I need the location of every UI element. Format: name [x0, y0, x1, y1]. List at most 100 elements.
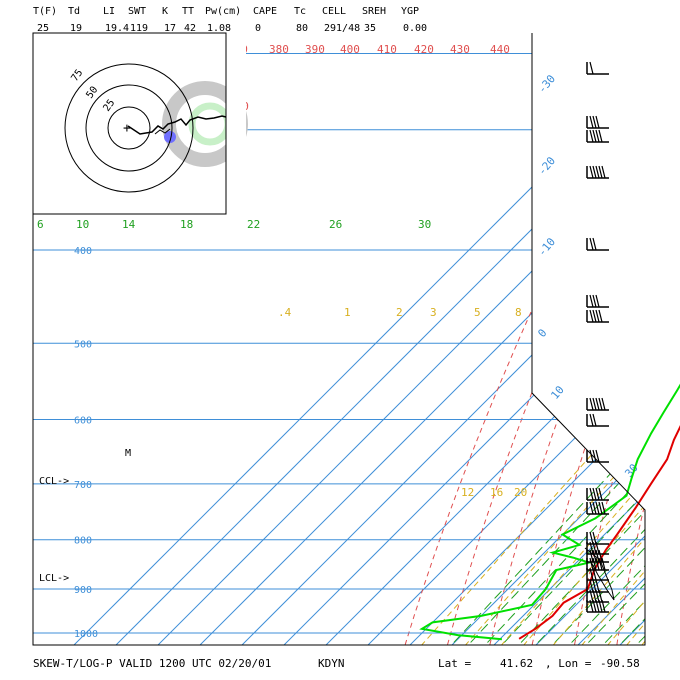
- moist-adiabat-label: 30: [418, 218, 431, 231]
- isotherm-line: [359, 33, 645, 645]
- footer-lon-value: -90.58: [600, 657, 640, 670]
- header-value: 25: [37, 23, 49, 34]
- footer-lat-value: 41.62: [500, 657, 533, 670]
- mixing-ratio-lines: [413, 249, 645, 645]
- header-value: 42: [184, 23, 196, 34]
- mixing-ratio-line: [619, 249, 645, 645]
- mixing-ratio-label: 8: [515, 306, 522, 319]
- hodograph-ring: [64, 63, 194, 193]
- moist-adiabat-label: 26: [329, 218, 342, 231]
- moist-adiabat-line: [560, 33, 645, 645]
- mid-level-marker: M: [125, 448, 131, 459]
- isotherm-line: [401, 33, 645, 645]
- header-label: Tc: [294, 6, 306, 17]
- header-value: 0.00: [403, 23, 427, 34]
- pressure-tick-label: 800: [74, 536, 92, 547]
- isotherm-line: [485, 33, 645, 645]
- plot-border: [32, 33, 646, 646]
- header-label: SREH: [362, 6, 386, 17]
- moist-adiabat-label: 18: [180, 218, 193, 231]
- hodograph-storm-motion: [164, 131, 176, 143]
- wind-barb: [586, 115, 609, 129]
- theta-label: 420: [414, 43, 434, 56]
- footer-lon-label: , Lon =: [545, 657, 592, 670]
- wind-barb: [586, 413, 609, 427]
- dry-adiabat-line: [658, 0, 680, 653]
- moist-adiabat-label: 6: [37, 218, 44, 231]
- moist-adiabat-line: [628, 33, 645, 645]
- wind-barb: [586, 487, 609, 501]
- mixing-ratio-label: 5: [474, 306, 481, 319]
- mixing-ratio-label: 1: [344, 306, 351, 319]
- lcl-label: LCL->: [39, 573, 69, 584]
- wind-barb: [586, 599, 609, 613]
- moist-adiabat-line: [662, 0, 680, 653]
- header-label: YGP: [401, 6, 419, 17]
- isotherm-line: [443, 33, 645, 645]
- mixing-ratio-line: [516, 249, 645, 645]
- isotherm-line: [191, 33, 645, 645]
- header-value: 17: [164, 23, 176, 34]
- moist-adiabat-lines: [443, 0, 680, 653]
- wind-barb: [586, 237, 609, 251]
- pressure-tick-label: 900: [74, 585, 92, 596]
- pressure-tick-label: 500: [74, 339, 92, 350]
- isotherm-line: [233, 33, 645, 645]
- isotherm-line: [569, 33, 645, 645]
- moist-adiabat-line: [527, 33, 645, 645]
- mixing-ratio-line: [413, 249, 645, 645]
- header-label: K: [162, 6, 168, 17]
- header-label: CELL: [322, 6, 346, 17]
- header-label: T(F): [33, 6, 57, 17]
- header-label: Td: [68, 6, 80, 17]
- moist-adiabat-label: 14: [122, 218, 136, 231]
- moist-adiabat-label: 10: [76, 218, 89, 231]
- mixing-ratio-label: .4: [278, 306, 292, 319]
- temperature-profile: [518, 425, 680, 640]
- footer-lat-label: Lat =: [438, 657, 471, 670]
- header-value: 80: [296, 23, 308, 34]
- ccl-label: CCL->: [39, 476, 69, 487]
- footer-title: SKEW-T/LOG-P VALID 1200 UTC 02/20/01: [33, 657, 271, 670]
- sounding-profiles: [419, 383, 680, 641]
- wind-barb: [586, 129, 609, 143]
- header-label: CAPE: [253, 6, 277, 17]
- mixing-ratio-label: 12: [461, 486, 474, 499]
- header-value: 0: [255, 23, 261, 34]
- pressure-tick-label: 1000: [74, 629, 98, 640]
- dry-adiabat-line: [615, 33, 645, 645]
- theta-label: 440: [490, 43, 510, 56]
- mixing-ratio-label: 20: [514, 486, 527, 499]
- wind-barb: [586, 309, 609, 323]
- pressure-tick-label: 700: [74, 480, 92, 491]
- dry-adiabat-line: [529, 33, 645, 645]
- wind-barb: [586, 165, 609, 179]
- hodograph-center: +: [123, 121, 131, 136]
- isotherm-tick-label: 10: [548, 383, 566, 402]
- hodograph-ring: [107, 106, 151, 150]
- dry-adiabat-line: [572, 33, 645, 645]
- dewpoint-profile: [419, 383, 680, 641]
- isotherm-line: [654, 0, 680, 653]
- header-value: 19.4: [105, 23, 129, 34]
- wind-barb-cluster: [584, 547, 615, 601]
- moist-adiabat-line: [460, 33, 645, 645]
- moist-adiabat-label: 22: [247, 218, 260, 231]
- isotherm-line: [275, 33, 645, 645]
- mixing-ratio-line: [545, 249, 645, 645]
- isotherm-line: [611, 33, 645, 645]
- isotherm-tick-label: -10: [535, 235, 558, 259]
- header-label: Pw(cm): [205, 6, 241, 17]
- pressure-tick-label: 400: [74, 246, 92, 257]
- theta-label: 430: [450, 43, 470, 56]
- theta-label: 400: [340, 43, 360, 56]
- moist-adiabat-line: [544, 33, 645, 645]
- header-label: TT: [182, 6, 194, 17]
- hodograph-ring: [85, 84, 173, 172]
- header-value: 291/48: [324, 23, 360, 34]
- mixing-ratio-line: [493, 249, 645, 645]
- stability-indices-header: T(F) 25 Td 19 LI 19.4 SWT 119 K 17 TT 42 Pw(cm) 1.08 C…: [33, 6, 427, 34]
- wind-barb: [586, 397, 609, 411]
- moist-adiabat-line: [476, 33, 645, 645]
